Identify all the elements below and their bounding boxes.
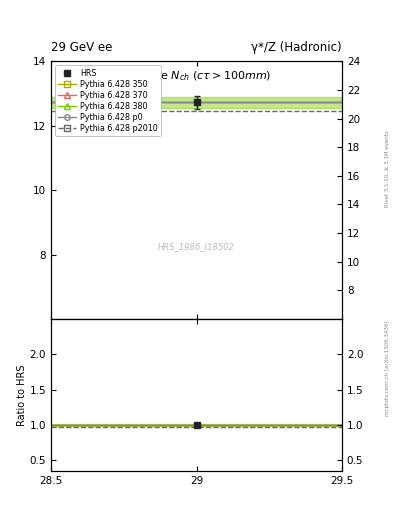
- Y-axis label: Ratio to HRS: Ratio to HRS: [17, 364, 27, 425]
- Legend: HRS, Pythia 6.428 350, Pythia 6.428 370, Pythia 6.428 380, Pythia 6.428 p0, Pyth: HRS, Pythia 6.428 350, Pythia 6.428 370,…: [55, 66, 161, 136]
- Text: γ*/Z (Hadronic): γ*/Z (Hadronic): [251, 41, 342, 54]
- Text: mcplots.cern.ch [arXiv:1306.3436]: mcplots.cern.ch [arXiv:1306.3436]: [385, 321, 389, 416]
- Text: HRS_1986_I18502: HRS_1986_I18502: [158, 242, 235, 251]
- Text: Average $N_{ch}$ $(c\tau > 100mm)$: Average $N_{ch}$ $(c\tau > 100mm)$: [121, 69, 272, 83]
- Text: Rivet 3.1.10, ≥ 3.1M events: Rivet 3.1.10, ≥ 3.1M events: [385, 131, 389, 207]
- Text: 29 GeV ee: 29 GeV ee: [51, 41, 112, 54]
